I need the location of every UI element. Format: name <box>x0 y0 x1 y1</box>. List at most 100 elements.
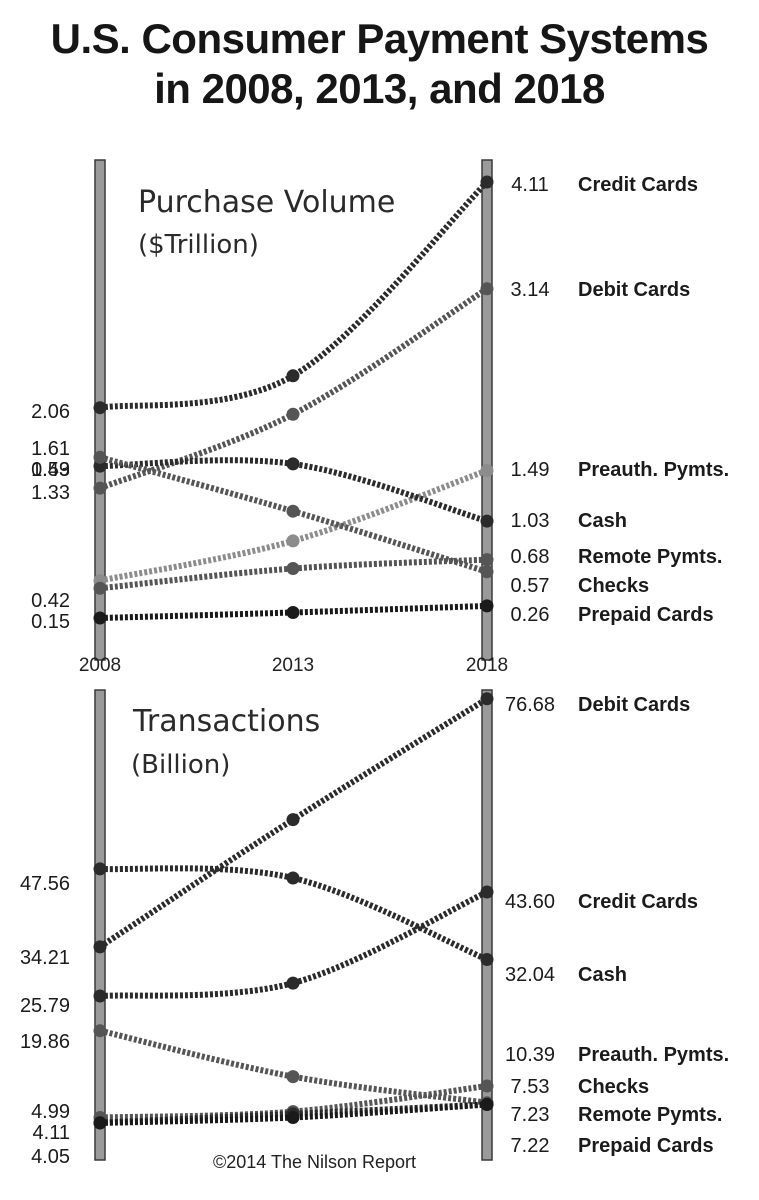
data-point-prepaid-cards-2008 <box>93 611 107 625</box>
series-lines-purchase-volume <box>93 175 494 625</box>
end-value-label-preauth-pymts: 10.39 <box>505 1044 555 1066</box>
data-point-prepaid-cards-2013 <box>286 606 300 619</box>
data-point-preauth-pymts-2018 <box>480 464 494 477</box>
start-value-label-checks: 19.86 <box>20 1031 70 1053</box>
series-line-cash <box>99 865 489 963</box>
end-value-label-checks: 7.53 <box>511 1076 550 1098</box>
series-name-label-preauth-pymts: Preauth. Pymts. <box>578 459 729 481</box>
panel-purchase-volume: Purchase Volume ($Trillion) 2.06 4.11 Cred… <box>31 174 729 633</box>
data-point-remote-pymts-2018 <box>480 553 494 567</box>
series-line-preauth-pymts <box>99 1083 488 1121</box>
data-point-checks-2013 <box>286 504 300 518</box>
end-value-label-prepaid-cards: 7.22 <box>511 1135 550 1157</box>
start-value-label-preauth-pymts: 4.99 <box>31 1101 70 1123</box>
series-name-label-debit-cards: Debit Cards <box>578 279 690 301</box>
series-lines-transactions <box>93 692 494 1130</box>
start-value-label-checks: 1.61 <box>31 438 70 460</box>
end-value-label-remote-pymts: 0.68 <box>511 546 550 568</box>
credit-text: ©2014 The Nilson Report <box>213 1152 416 1172</box>
panel-subtitle-transactions: (Billion) <box>131 750 230 780</box>
start-value-label-credit-cards: 2.06 <box>31 401 70 423</box>
data-point-remote-pymts-2013 <box>286 562 300 575</box>
value-labels-purchase-volume: 2.06 4.11 Credit Cards 1.33 3.14 Debit Cards 0… <box>31 174 729 633</box>
series-name-label-debit-cards: Debit Cards <box>578 694 690 716</box>
data-point-prepaid-cards-2008 <box>93 1116 107 1130</box>
start-value-label-prepaid-cards: 0.15 <box>31 611 70 633</box>
series-name-label-credit-cards: Credit Cards <box>578 891 698 913</box>
data-point-cash-2013 <box>286 871 300 885</box>
data-point-debit-cards-2018 <box>480 692 494 706</box>
page-title: U.S. Consumer Payment Systems in 2008, 2… <box>0 14 759 114</box>
data-point-credit-cards-2013 <box>286 369 300 383</box>
data-point-cash-2013 <box>286 457 300 471</box>
end-value-label-remote-pymts: 7.23 <box>511 1104 550 1126</box>
end-value-label-credit-cards: 4.11 <box>511 174 548 196</box>
series-line-checks <box>99 1027 488 1106</box>
page-title-line-1: U.S. Consumer Payment Systems <box>50 15 709 62</box>
data-point-prepaid-cards-2018 <box>480 1098 494 1111</box>
series-name-label-remote-pymts: Remote Pymts. <box>578 1104 723 1126</box>
data-point-debit-cards-2013 <box>286 813 300 827</box>
end-value-label-debit-cards: 3.14 <box>511 279 550 301</box>
end-value-label-cash: 1.03 <box>511 510 550 532</box>
x-axis-labels: 2008 2013 2018 <box>79 655 508 676</box>
data-point-cash-2018 <box>480 514 494 528</box>
panel-subtitle-purchase-volume: ($Trillion) <box>138 230 259 260</box>
series-line-prepaid-cards <box>99 602 488 621</box>
rail-2018-bottom <box>481 689 493 1161</box>
end-value-label-prepaid-cards: 0.26 <box>511 604 550 626</box>
rail-2008-bottom <box>94 689 106 1161</box>
end-value-label-credit-cards: 43.60 <box>505 891 555 913</box>
series-name-label-credit-cards: Credit Cards <box>578 174 698 196</box>
series-name-label-cash: Cash <box>578 510 627 532</box>
panel-title-transactions: Transactions <box>132 704 320 739</box>
end-value-label-checks: 0.57 <box>511 575 550 597</box>
data-point-checks-2018 <box>480 565 494 579</box>
start-value-label-credit-cards: 25.79 <box>20 995 70 1017</box>
data-point-prepaid-cards-2013 <box>286 1111 300 1124</box>
start-value-label-remote-pymts: 0.42 <box>31 590 70 612</box>
series-name-label-checks: Checks <box>578 1076 649 1098</box>
series-line-prepaid-cards <box>99 1101 488 1126</box>
data-point-remote-pymts-2008 <box>93 581 107 595</box>
series-name-label-prepaid-cards: Prepaid Cards <box>578 604 714 626</box>
data-point-debit-cards-2013 <box>286 407 300 421</box>
end-value-label-debit-cards: 76.68 <box>505 694 555 716</box>
data-point-preauth-pymts-2013 <box>286 534 300 548</box>
page-title-line-2: in 2008, 2013, and 2018 <box>154 65 605 112</box>
data-point-checks-2008 <box>93 1024 107 1038</box>
series-line-remote-pymts <box>99 556 488 592</box>
rail-2018-top <box>481 159 493 661</box>
data-point-checks-2008 <box>93 450 107 464</box>
data-point-checks-2013 <box>286 1070 300 1084</box>
data-point-cash-2018 <box>480 953 494 966</box>
start-value-label-prepaid-cards: 4.05 <box>31 1146 70 1168</box>
panel-title-purchase-volume: Purchase Volume <box>138 185 395 220</box>
data-point-credit-cards-2013 <box>286 976 300 990</box>
x-tick-2008: 2008 <box>79 655 121 676</box>
data-point-preauth-pymts-2018 <box>480 1079 494 1093</box>
start-value-label-cash: 47.56 <box>20 873 70 895</box>
start-value-label-debit-cards: 34.21 <box>20 947 70 969</box>
x-tick-2013: 2013 <box>272 655 314 676</box>
data-point-credit-cards-2018 <box>480 175 494 189</box>
data-point-credit-cards-2008 <box>93 989 107 1003</box>
data-point-debit-cards-2018 <box>480 282 494 296</box>
panel-transactions: Transactions (Billion) 34.21 76.68 Debit C… <box>20 692 729 1168</box>
start-value-label-cash: 1.53 <box>31 459 70 481</box>
start-value-label-preauth-pymts: 0.49 <box>31 459 70 481</box>
data-point-prepaid-cards-2018 <box>480 599 494 613</box>
data-point-credit-cards-2008 <box>93 401 107 415</box>
data-point-cash-2008 <box>93 862 107 876</box>
series-name-label-checks: Checks <box>578 575 649 597</box>
series-line-cash <box>99 457 488 524</box>
data-point-debit-cards-2008 <box>93 940 107 954</box>
end-value-label-cash: 32.04 <box>505 964 555 986</box>
series-name-label-remote-pymts: Remote Pymts. <box>578 546 723 568</box>
value-labels-transactions: 34.21 76.68 Debit Cards 25.79 43.60 Credit Ca… <box>20 694 729 1168</box>
start-value-label-debit-cards: 1.33 <box>31 482 70 504</box>
data-point-debit-cards-2008 <box>93 481 107 495</box>
series-name-label-preauth-pymts: Preauth. Pymts. <box>578 1044 729 1066</box>
end-value-label-preauth-pymts: 1.49 <box>511 459 550 481</box>
